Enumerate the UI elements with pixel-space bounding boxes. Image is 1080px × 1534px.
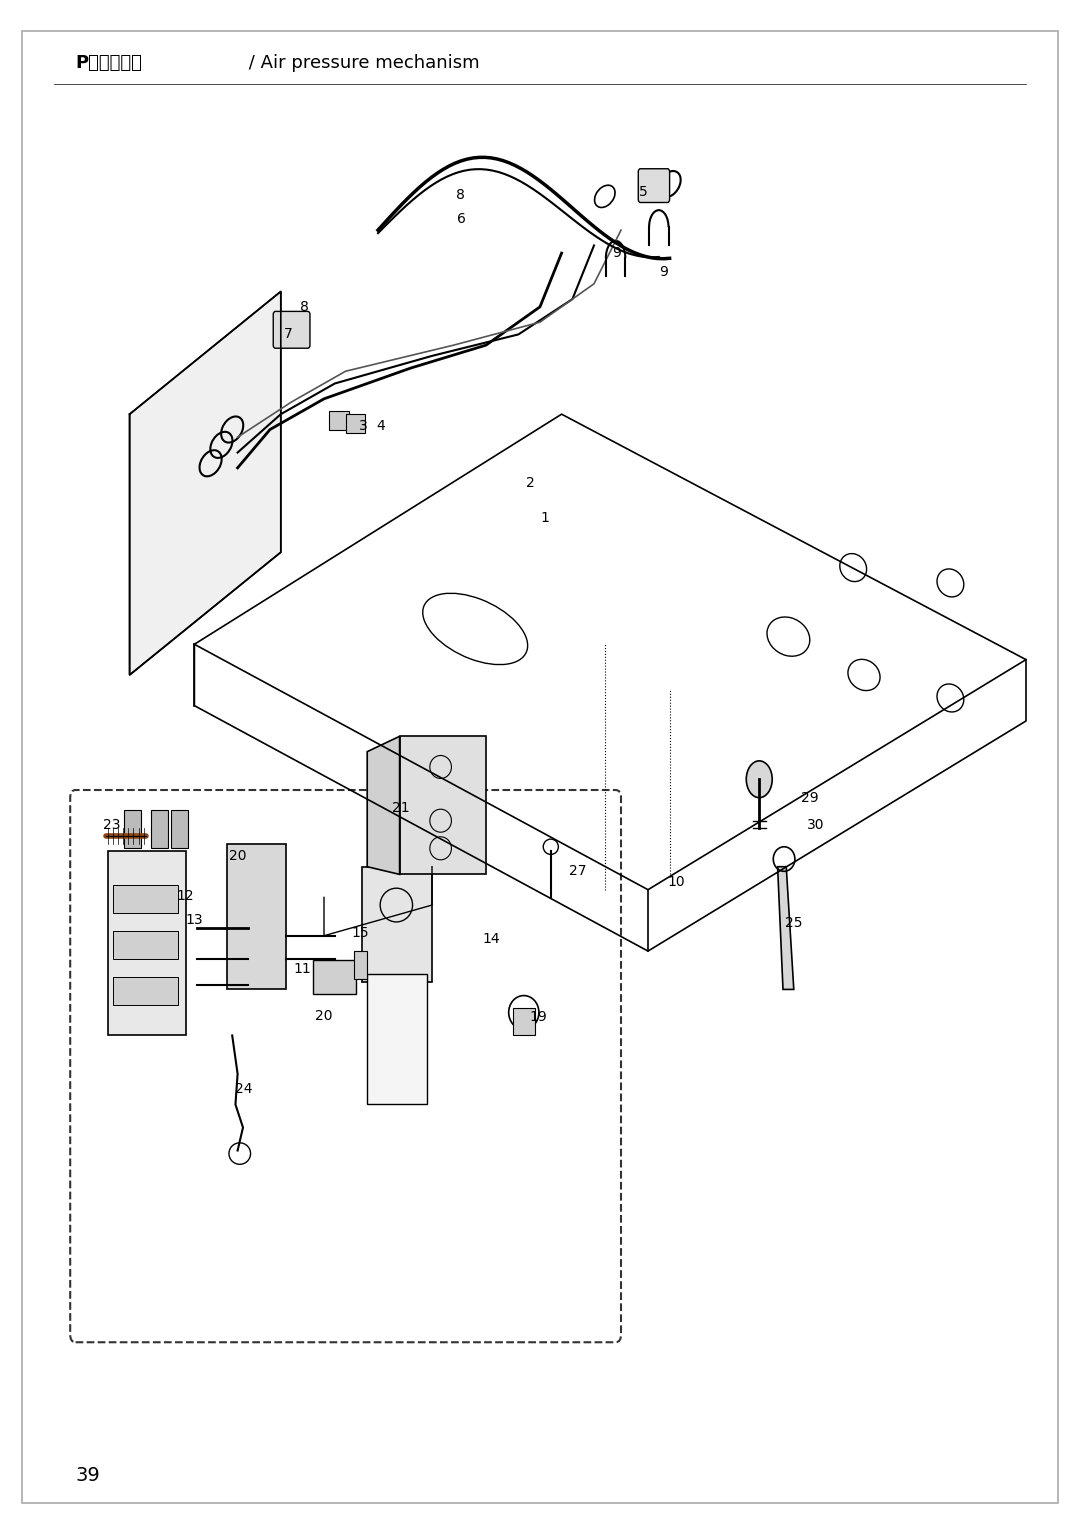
Bar	[513, 1008, 535, 1035]
Text: 12: 12	[176, 888, 193, 904]
Text: 24: 24	[235, 1081, 253, 1097]
FancyBboxPatch shape	[273, 311, 310, 348]
Text: 3: 3	[359, 419, 367, 434]
Text: 23: 23	[103, 818, 120, 833]
Bar	[113, 931, 178, 959]
Text: 9: 9	[612, 245, 621, 261]
Bar	[362, 867, 432, 982]
Text: 4: 4	[376, 419, 384, 434]
Bar	[113, 977, 178, 1005]
Polygon shape	[778, 867, 794, 989]
Text: 8: 8	[456, 187, 464, 202]
Text: 15: 15	[351, 925, 368, 940]
Text: 8: 8	[300, 299, 309, 314]
Bar	[354, 951, 367, 979]
Text: 39: 39	[76, 1467, 100, 1485]
Text: 21: 21	[392, 801, 409, 816]
Bar	[113, 885, 178, 913]
Text: 1: 1	[540, 511, 549, 526]
Bar	[171, 810, 188, 848]
Text: 6: 6	[457, 212, 465, 227]
Text: 27: 27	[569, 864, 586, 879]
Text: 19: 19	[529, 1009, 546, 1025]
Text: 2: 2	[526, 476, 535, 491]
Text: 29: 29	[801, 790, 819, 805]
Text: 20: 20	[315, 1008, 333, 1023]
Bar	[124, 810, 141, 848]
Circle shape	[746, 761, 772, 798]
Text: 20: 20	[229, 848, 246, 864]
Text: 30: 30	[807, 818, 824, 833]
Text: 7: 7	[284, 327, 293, 342]
FancyBboxPatch shape	[638, 169, 670, 202]
Text: 9: 9	[659, 264, 667, 279]
Bar	[383, 844, 410, 867]
Bar	[227, 844, 286, 989]
Text: P．空压装置: P．空压装置	[76, 54, 143, 72]
Text: 25: 25	[785, 916, 802, 931]
Bar	[151, 810, 168, 848]
Polygon shape	[130, 291, 281, 675]
Bar	[108, 851, 186, 1035]
Text: 10: 10	[667, 874, 685, 890]
Bar	[329, 411, 349, 430]
Bar	[346, 414, 365, 433]
Polygon shape	[367, 736, 400, 874]
Text: 11: 11	[294, 962, 311, 977]
Bar	[313, 960, 356, 994]
Text: 5: 5	[639, 184, 648, 199]
Bar	[367, 974, 427, 1104]
Text: / Air pressure mechanism: / Air pressure mechanism	[243, 54, 480, 72]
Text: 14: 14	[483, 931, 500, 946]
Polygon shape	[400, 736, 486, 874]
Text: 13: 13	[186, 913, 203, 928]
